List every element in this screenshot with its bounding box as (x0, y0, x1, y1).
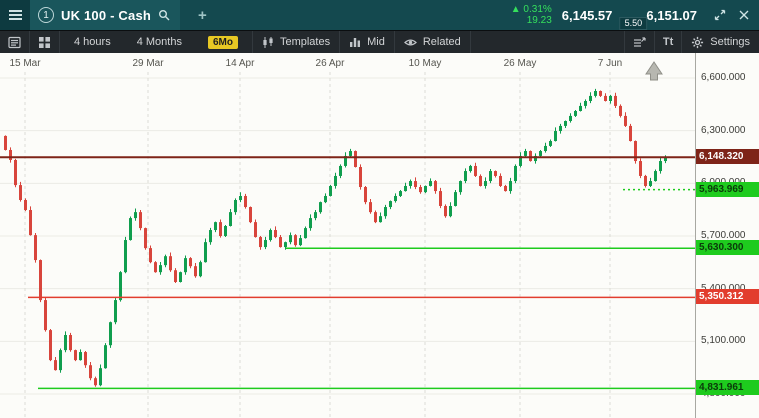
chart-toolbar: 4 hours 4 Months 6Mo Templates Mid Relat… (0, 30, 759, 53)
date-tick-label: 15 Mar (9, 58, 41, 69)
candlestick-icon (262, 36, 274, 49)
date-tick-label: 14 Apr (226, 58, 256, 69)
close-icon[interactable] (733, 4, 755, 26)
timeframe-group: 4 hours 4 Months 6Mo (60, 31, 253, 53)
date-tick-label: 10 May (409, 58, 442, 69)
price-chart[interactable]: 15 Mar 29 Mar 14 Apr 26 Apr 10 May 26 May 7 Ju… (0, 53, 695, 418)
sell-price[interactable]: 6,145.57 (561, 7, 613, 23)
axis-tick-label: 5,100.000 (701, 335, 746, 347)
gear-icon (691, 36, 704, 49)
sell-buy-prices: 6,145.57 6,151.07 5.50 (562, 0, 705, 30)
price-type-button[interactable]: Mid (340, 31, 395, 53)
date-tick-label: 26 Apr (316, 58, 346, 69)
up-arrow-icon: ▲ (510, 4, 521, 15)
date-tick-label: 29 Mar (132, 58, 164, 69)
price-level-badge: 5,963.969 (696, 181, 759, 197)
gridlines: 15 Mar 29 Mar 14 Apr 26 Apr 10 May 26 May 7 Ju… (0, 58, 695, 418)
date-tick-label: 7 Jun (598, 58, 622, 69)
search-icon[interactable] (158, 9, 170, 21)
eye-icon (403, 37, 417, 48)
axis-tick-label: 5,400.000 (701, 282, 746, 294)
axis-tick-label: 6,300.000 (701, 124, 746, 136)
text-size-label: Tt (662, 36, 674, 48)
spread-value: 5.50 (619, 17, 648, 30)
change-points: 19.23 (526, 15, 552, 26)
window-controls (709, 4, 755, 26)
price-level-badge: 5,350.312 (696, 289, 759, 305)
templates-label: Templates (279, 36, 331, 48)
indicators-icon[interactable] (623, 31, 654, 53)
date-tick-label: 26 May (504, 58, 537, 69)
window-number-badge: 1 (38, 7, 54, 23)
instrument-title: UK 100 - Cash (61, 7, 152, 23)
price-level-badge: 4,831.961 (696, 380, 759, 396)
menu-icon[interactable] (0, 0, 30, 30)
settings-button[interactable]: Settings (681, 31, 759, 53)
price-level-badge: 5,630.300 (696, 240, 759, 256)
axis-tick-label: 6,600.000 (701, 72, 746, 83)
interval-button[interactable]: 4 hours (74, 36, 111, 48)
axis-tick-label: 5,700.000 (701, 230, 746, 241)
settings-label: Settings (710, 36, 750, 48)
related-button[interactable]: Related (395, 31, 471, 53)
chart-region: 15 Mar 29 Mar 14 Apr 26 Apr 10 May 26 May 7 Ju… (0, 53, 759, 418)
quote-panel: ▲ 0.31% 19.23 6,145.57 6,151.07 5.50 (511, 0, 705, 30)
price-axis[interactable]: 6,600.0006,300.0006,000.0005,700.0005,40… (695, 53, 759, 418)
price-type-label: Mid (367, 36, 385, 48)
related-label: Related (422, 36, 461, 48)
topbar: 1 UK 100 - Cash + ▲ 0.31% 19.23 6,145.57… (0, 0, 759, 30)
templates-button[interactable]: Templates (253, 31, 341, 53)
jump-to-latest-icon[interactable] (645, 61, 663, 81)
price-level-badge: 6,148.320 (696, 149, 759, 165)
range-button[interactable]: 4 Months (136, 36, 182, 48)
toolbar-right: Tt Settings (623, 31, 759, 53)
candles (4, 88, 667, 387)
add-chart-button[interactable]: + (198, 6, 207, 24)
range-badge[interactable]: 6Mo (207, 35, 238, 49)
price-change: ▲ 0.31% 19.23 (511, 4, 552, 26)
expand-icon[interactable] (709, 4, 731, 26)
layout-grid-icon[interactable] (30, 31, 60, 53)
change-percent: 0.31% (523, 4, 552, 15)
buy-price[interactable]: 6,151.07 (646, 7, 697, 23)
news-icon[interactable] (0, 31, 30, 53)
text-size-button[interactable]: Tt (653, 31, 681, 53)
price-levels[interactable] (0, 156, 695, 390)
instrument-tab[interactable]: 1 UK 100 - Cash (30, 0, 181, 30)
bar-chart-icon (349, 36, 361, 48)
